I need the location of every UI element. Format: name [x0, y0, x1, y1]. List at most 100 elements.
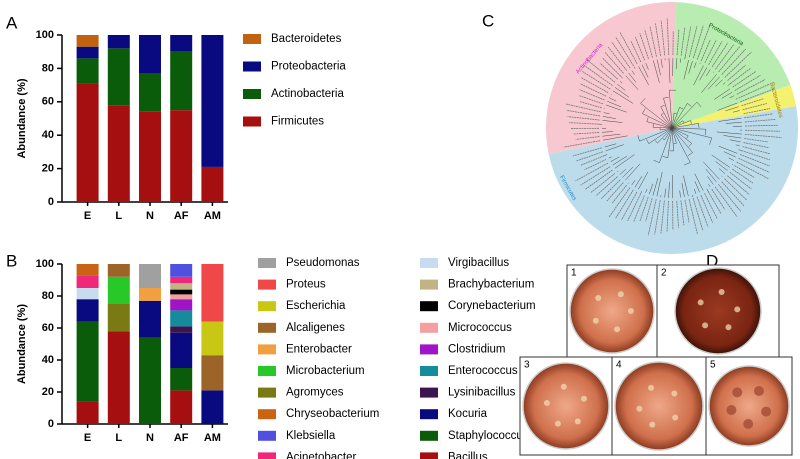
- legend-swatch: [258, 366, 276, 376]
- colony: [554, 420, 561, 427]
- tree-branch: [686, 135, 689, 139]
- x-tick-label: AM: [204, 210, 221, 222]
- tree-branch: [690, 120, 692, 124]
- plate: [569, 268, 655, 354]
- tree-branch: [687, 103, 692, 107]
- colony: [614, 326, 621, 333]
- leaf-label: [734, 165, 755, 178]
- tree-branch: [602, 131, 614, 133]
- leaf-label: [714, 186, 738, 217]
- bar-segment: [139, 264, 161, 288]
- bar-segment: [170, 110, 193, 202]
- colony: [617, 291, 624, 298]
- leaf-label: [583, 64, 613, 86]
- plate-label: 3: [524, 360, 530, 371]
- legend-swatch: [258, 322, 276, 333]
- tree-branch: [602, 116, 616, 119]
- x-tick-label: N: [146, 210, 154, 222]
- leaf-label: [608, 187, 631, 218]
- tree-branch: [714, 88, 731, 100]
- colony: [543, 399, 550, 406]
- clade-sector: [672, 84, 797, 128]
- tree-branch: [605, 144, 624, 152]
- leaf-label: [743, 142, 770, 149]
- colony: [718, 288, 725, 295]
- x-tick-label: AM: [204, 432, 221, 444]
- tree-branch: [694, 181, 700, 193]
- tree-branch: [717, 102, 738, 111]
- tree-branch: [709, 137, 713, 145]
- bar-segment: [107, 35, 130, 49]
- plate-label: 2: [661, 268, 667, 279]
- leaf-label: [606, 182, 624, 202]
- colony: [672, 414, 679, 421]
- tree-branch: [619, 169, 626, 175]
- leaf-label: [732, 71, 756, 88]
- leaf-label: [680, 27, 686, 56]
- leaf-label: [744, 124, 778, 127]
- y-tick-label: 40: [42, 129, 54, 141]
- tree-branch: [735, 144, 740, 147]
- tree-branch: [660, 113, 664, 116]
- tree-branch: [691, 194, 693, 198]
- tree-branch: [718, 145, 738, 154]
- tree-branch: [729, 95, 735, 99]
- colony: [636, 405, 643, 412]
- tree-branch: [659, 127, 673, 163]
- leaf-label: [742, 103, 767, 111]
- tree-branch: [662, 156, 668, 158]
- bar-segment: [201, 390, 224, 424]
- y-tick-label: 80: [42, 62, 54, 74]
- leaf-label: [738, 157, 770, 173]
- leaf-label: [744, 129, 780, 132]
- bar-segment: [76, 46, 99, 59]
- leaf-label: [736, 161, 769, 180]
- tree-branch: [671, 120, 691, 129]
- leaf-label: [727, 64, 747, 81]
- leaf-label: [599, 62, 619, 80]
- tree-branch: [640, 98, 646, 104]
- colony: [697, 299, 704, 306]
- colony: [753, 386, 764, 397]
- colony: [726, 405, 737, 416]
- leaf-label: [639, 196, 649, 222]
- leaf-label: [645, 198, 653, 222]
- leaf-label: [569, 122, 600, 125]
- tree-branch: [638, 66, 649, 86]
- colony: [649, 421, 656, 428]
- bar-segment: [76, 288, 99, 300]
- bar-segment: [107, 48, 130, 106]
- tree-branch: [671, 127, 674, 151]
- leaf-label: [700, 39, 711, 62]
- tree-branch: [607, 100, 622, 108]
- bar-segment: [139, 111, 161, 202]
- colony: [761, 406, 772, 417]
- bar-segment: [201, 35, 224, 167]
- bar-segment: [170, 390, 193, 424]
- bar-segment: [107, 304, 130, 332]
- tree-branch: [603, 135, 628, 141]
- tree-branch: [653, 127, 673, 129]
- legend-swatch: [258, 387, 276, 398]
- leaf-label: [582, 71, 611, 90]
- legend-label: Agromyces: [286, 387, 344, 399]
- bar-segment: [76, 58, 99, 84]
- legend-label: Actinobacteria: [271, 88, 344, 100]
- leaf-label: [572, 147, 602, 157]
- tree-branch: [641, 64, 649, 78]
- tree-branch: [660, 114, 673, 129]
- tree-branch: [671, 127, 677, 144]
- legend-swatch: [420, 430, 438, 441]
- tree-branch: [722, 82, 726, 85]
- legend-label: Virgibacillus: [448, 257, 509, 269]
- legend-label: Klebsiella: [286, 430, 336, 442]
- leaf-label: [607, 46, 628, 71]
- leaf-label: [684, 199, 690, 223]
- tree-branch: [715, 161, 728, 171]
- leaf-label: [621, 191, 638, 221]
- tree-branch: [657, 127, 673, 144]
- tree-branch: [707, 176, 714, 185]
- colony: [592, 317, 599, 324]
- bar-segment: [139, 73, 161, 112]
